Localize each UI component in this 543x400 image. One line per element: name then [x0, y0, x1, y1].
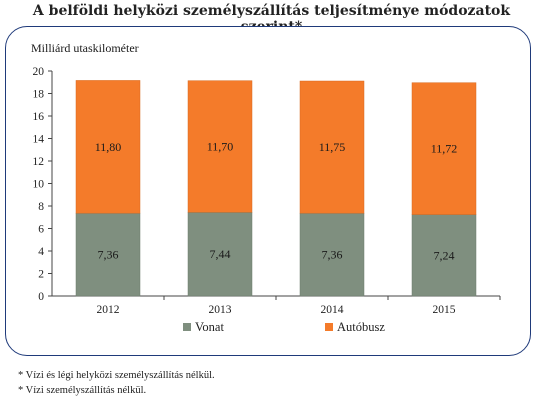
bar-vonat-2013 [187, 212, 253, 297]
x-tick-label: 2013 [209, 304, 232, 316]
bar-vonat-2015 [411, 214, 477, 297]
y-tick-label: 20 [33, 66, 45, 78]
data-label-vonat-2012: 7,36 [98, 248, 119, 262]
bar-autobusz-2015 [411, 82, 477, 215]
x-tick-label: 2015 [433, 304, 456, 316]
y-tick-label: 0 [38, 291, 44, 303]
legend-label-vonat: Vonat [195, 320, 224, 334]
y-tick-label: 14 [33, 134, 45, 146]
x-tick-label: 2012 [97, 304, 120, 316]
bar-autobusz-2012 [75, 80, 141, 214]
legend-label-autobusz: Autóbusz [337, 320, 385, 334]
data-label-autobusz-2012: 11,80 [95, 140, 122, 154]
y-tick-label: 16 [33, 111, 45, 123]
data-label-vonat-2013: 7,44 [210, 247, 231, 261]
legend-swatch-autobusz [325, 323, 333, 331]
y-tick-label: 2 [38, 269, 44, 281]
x-tick-label: 2014 [321, 304, 344, 316]
legend-swatch-vonat [183, 323, 191, 331]
y-tick-label: 10 [33, 179, 45, 191]
y-tick-label: 12 [33, 156, 45, 168]
y-axis-unit-label: Milliárd utaskilométer [31, 41, 139, 55]
bar-vonat-2014 [299, 212, 365, 297]
data-label-autobusz-2013: 11,70 [207, 139, 234, 153]
data-label-vonat-2014: 7,36 [322, 248, 343, 262]
footnote-1: * Vízi és légi helyközi személyszállítás… [18, 370, 215, 381]
bar-autobusz-2014 [299, 80, 365, 214]
y-tick-label: 6 [38, 224, 44, 236]
data-label-vonat-2015: 7,24 [434, 248, 455, 262]
bar-autobusz-2013 [187, 80, 253, 213]
y-tick-label: 8 [38, 201, 44, 213]
data-label-autobusz-2015: 11,72 [431, 142, 458, 156]
y-tick-label: 4 [38, 246, 44, 258]
y-tick-label: 18 [33, 89, 45, 101]
footnote-2: * Vízi személyszállítás nélkül. [18, 385, 147, 396]
data-label-autobusz-2014: 11,75 [319, 140, 346, 154]
